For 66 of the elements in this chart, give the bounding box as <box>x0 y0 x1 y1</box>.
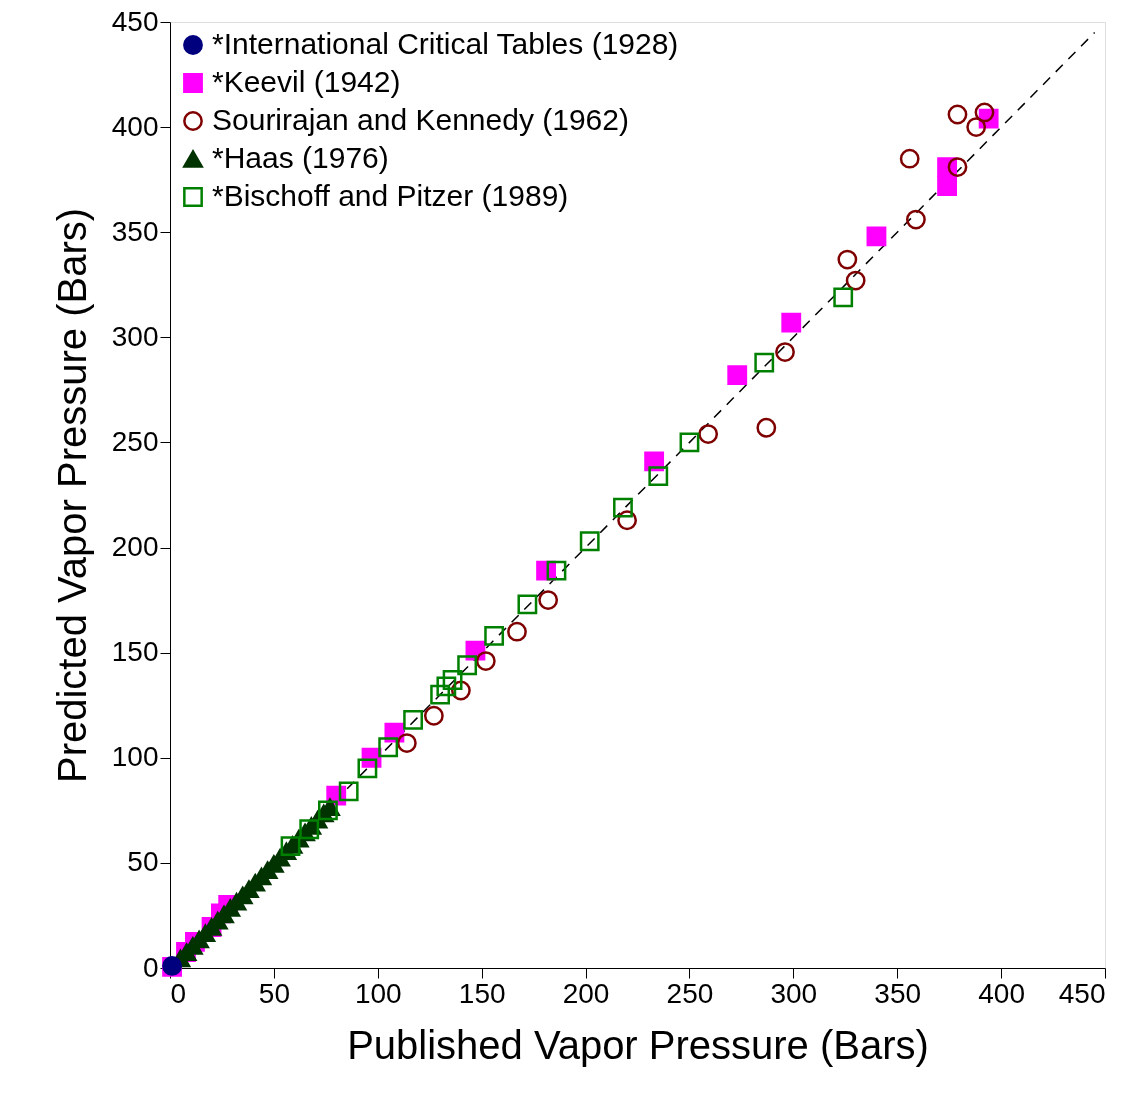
point <box>727 365 748 386</box>
point <box>833 287 854 308</box>
point <box>475 651 496 671</box>
x-tick-label: 400 <box>978 977 1025 1009</box>
x-tick-label: 450 <box>1058 977 1106 1009</box>
point <box>906 209 926 230</box>
legend-label: *International Critical Tables (1928) <box>212 27 679 60</box>
point <box>396 733 417 753</box>
y-tick-label: 350 <box>111 215 159 247</box>
point <box>442 670 463 690</box>
point <box>837 249 858 270</box>
point <box>756 417 777 438</box>
x-tick-label: 0 <box>170 977 187 1009</box>
point <box>845 270 866 291</box>
point <box>403 710 424 730</box>
x-tick-label: 250 <box>666 977 714 1009</box>
x-axis-title: Published Vapor Pressure (Bars) <box>347 1022 929 1067</box>
point <box>318 800 338 821</box>
point <box>484 625 505 646</box>
y-tick-label: 50 <box>127 846 159 878</box>
point <box>517 594 538 615</box>
point <box>974 102 995 123</box>
point <box>436 676 457 697</box>
point <box>457 655 478 676</box>
point <box>378 737 399 758</box>
point <box>775 342 795 362</box>
legend-label: Sourirajan and Kennedy (1962) <box>212 103 629 136</box>
x-tick-label: 200 <box>562 977 610 1009</box>
legend-label: *Bischoff and Pitzer (1989) <box>212 179 569 212</box>
point <box>698 424 719 444</box>
y-tick-label: 400 <box>111 110 159 142</box>
point <box>299 819 320 840</box>
y-tick-label: 200 <box>111 531 159 563</box>
y-tick-label: 150 <box>111 636 159 668</box>
point <box>966 117 987 137</box>
legend-label: *Keevil (1942) <box>212 65 401 98</box>
point <box>781 312 802 333</box>
point <box>613 497 633 518</box>
y-tick-label: 100 <box>111 741 159 773</box>
legend-label: *Haas (1976) <box>212 141 389 174</box>
y-tick-label: 300 <box>111 320 159 352</box>
point <box>866 226 887 247</box>
point <box>357 758 378 779</box>
point <box>579 531 600 552</box>
point <box>899 148 920 169</box>
x-tick-label: 50 <box>258 977 290 1009</box>
point <box>423 705 444 726</box>
point <box>679 432 700 453</box>
x-tick-label: 150 <box>458 977 506 1009</box>
point <box>338 781 359 802</box>
point <box>538 590 559 610</box>
point <box>754 352 775 373</box>
point <box>546 560 567 581</box>
y-tick-label: 250 <box>111 425 159 457</box>
point <box>648 466 669 486</box>
y-tick-label: 0 <box>142 951 159 983</box>
x-tick-label: 100 <box>354 977 402 1009</box>
y-axis-title: Predicted Vapor Pressure (Bars) <box>49 207 94 784</box>
point <box>937 176 957 196</box>
x-tick-label: 300 <box>770 977 818 1009</box>
point <box>947 104 968 125</box>
point <box>430 684 451 705</box>
y-tick-label: 450 <box>111 5 159 37</box>
x-tick-label: 350 <box>874 977 922 1009</box>
point <box>947 157 968 177</box>
point <box>507 621 527 642</box>
